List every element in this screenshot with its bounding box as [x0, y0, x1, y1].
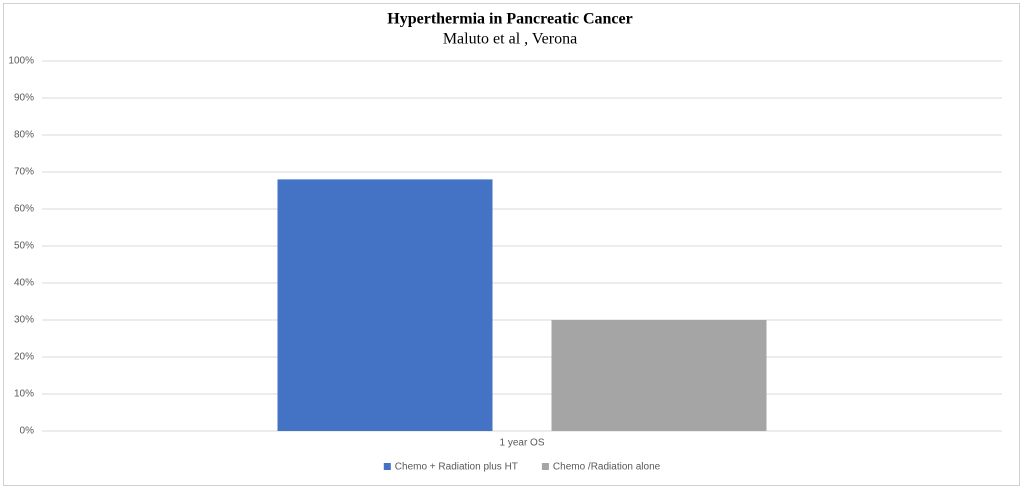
y-tick-label: 40% [14, 278, 34, 289]
chart-subtitle: Maluto et al , Verona [443, 31, 577, 48]
y-tick-label: 30% [14, 315, 34, 326]
legend-label: Chemo + Radiation plus HT [395, 462, 518, 473]
legend-label: Chemo /Radiation alone [553, 462, 661, 473]
y-tick-label: 60% [14, 204, 34, 215]
legend-swatch [383, 463, 391, 470]
x-tick-label: 1 year OS [499, 438, 544, 449]
chart-frame [3, 3, 1020, 486]
y-tick-label: 70% [14, 167, 34, 178]
y-tick-label: 0% [20, 426, 35, 437]
y-tick-label: 100% [8, 56, 34, 67]
y-tick-label: 10% [14, 389, 34, 400]
y-tick-label: 50% [14, 241, 34, 252]
y-tick-label: 90% [14, 93, 34, 104]
y-tick-label: 80% [14, 130, 34, 141]
y-tick-label: 20% [14, 352, 34, 363]
chart-title: Hyperthermia in Pancreatic Cancer [387, 11, 632, 28]
legend-swatch [541, 463, 549, 470]
bar [277, 179, 493, 431]
bar [551, 320, 767, 431]
